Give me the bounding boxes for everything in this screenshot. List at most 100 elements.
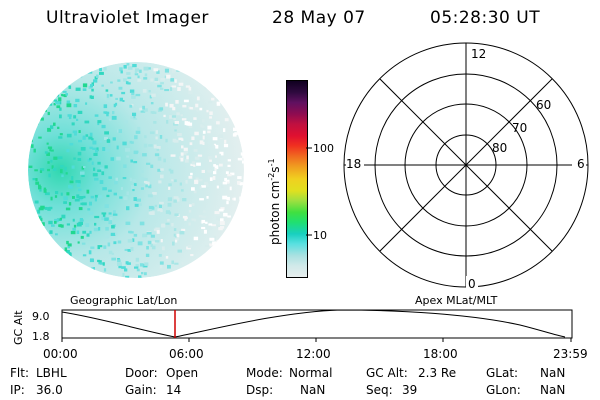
image-pixel [73, 115, 77, 119]
image-pixel [83, 195, 86, 199]
image-pixel [39, 170, 43, 173]
image-pixel [150, 102, 154, 105]
image-pixel [150, 111, 155, 114]
image-pixel [71, 165, 75, 169]
image-pixel [171, 179, 174, 182]
image-pixel [192, 107, 197, 111]
image-pixel [177, 133, 182, 137]
image-pixel [86, 189, 90, 194]
image-pixel [38, 207, 44, 211]
image-pixel [148, 144, 153, 147]
image-pixel [111, 257, 116, 261]
image-pixel [53, 99, 58, 102]
image-pixel [113, 210, 116, 215]
image-pixel [61, 214, 66, 219]
image-pixel [55, 233, 58, 236]
image-pixel [142, 153, 147, 157]
image-pixel [129, 177, 133, 182]
image-pixel [66, 149, 70, 153]
image-pixel [97, 161, 101, 165]
image-pixel [44, 206, 48, 210]
image-pixel [147, 67, 151, 70]
image-pixel [165, 138, 168, 143]
image-pixel [211, 224, 216, 227]
image-pixel [65, 172, 68, 175]
image-pixel [133, 197, 137, 201]
image-pixel [157, 156, 162, 161]
image-pixel [73, 157, 76, 160]
image-pixel [203, 210, 206, 213]
image-pixel [173, 122, 179, 126]
image-pixel [107, 242, 111, 247]
image-pixel [87, 208, 91, 211]
image-pixel [209, 116, 212, 119]
image-pixel [73, 224, 77, 228]
image-pixel [82, 254, 87, 257]
image-pixel [173, 117, 176, 120]
image-pixel [68, 202, 72, 206]
image-pixel [210, 122, 214, 125]
image-pixel [106, 94, 109, 98]
image-pixel [143, 272, 147, 276]
image-pixel [199, 140, 204, 145]
image-pixel [126, 63, 130, 66]
image-pixel [95, 149, 98, 153]
image-pixel [69, 143, 74, 146]
image-pixel [89, 259, 94, 262]
image-pixel [119, 67, 123, 72]
image-pixel [218, 134, 224, 139]
image-pixel [187, 122, 193, 126]
image-pixel [216, 102, 221, 106]
image-pixel [181, 230, 184, 233]
image-pixel [194, 131, 199, 136]
image-pixel [134, 266, 139, 269]
image-pixel [132, 179, 137, 182]
image-pixel [233, 127, 237, 131]
image-pixel [204, 181, 208, 185]
image-pixel [93, 152, 98, 156]
date-label: 28 May 07 [272, 8, 366, 28]
image-pixel [215, 155, 217, 158]
image-pixel [59, 133, 63, 136]
image-pixel [178, 82, 184, 86]
image-pixel [127, 82, 131, 85]
image-pixel [38, 184, 41, 188]
image-pixel [222, 181, 227, 185]
image-pixel [161, 246, 165, 251]
image-pixel [138, 275, 142, 278]
timeline-xtick-2359: 23:59 [553, 347, 588, 361]
image-pixel [199, 198, 204, 201]
image-pixel [57, 156, 63, 160]
image-pixel [60, 169, 63, 174]
image-pixel [215, 144, 219, 149]
image-pixel [170, 154, 176, 157]
image-pixel [209, 159, 212, 162]
image-pixel [96, 74, 99, 78]
image-pixel [115, 102, 118, 106]
image-pixel [148, 205, 154, 209]
image-pixel [154, 77, 159, 81]
image-pixel [217, 224, 220, 228]
image-pixel [112, 111, 115, 115]
image-pixel [73, 104, 78, 108]
image-pixel [186, 155, 189, 160]
image-pixel [102, 262, 105, 266]
image-pixel [131, 141, 134, 144]
image-pixel [216, 121, 220, 125]
image-pixel [94, 215, 100, 219]
image-pixel [101, 212, 107, 215]
ip-label: IP: [10, 383, 25, 397]
image-pixel [108, 250, 113, 255]
image-pixel [137, 153, 142, 158]
image-pixel [179, 156, 184, 160]
image-pixel [85, 223, 90, 227]
image-pixel [74, 133, 77, 136]
image-pixel [61, 224, 64, 228]
image-pixel [180, 114, 183, 117]
image-pixel [78, 207, 83, 211]
image-pixel [82, 230, 87, 234]
image-pixel [59, 217, 62, 220]
timeline-ytick-high: 9.0 [32, 310, 50, 323]
image-pixel [161, 224, 166, 228]
image-pixel [180, 158, 184, 162]
